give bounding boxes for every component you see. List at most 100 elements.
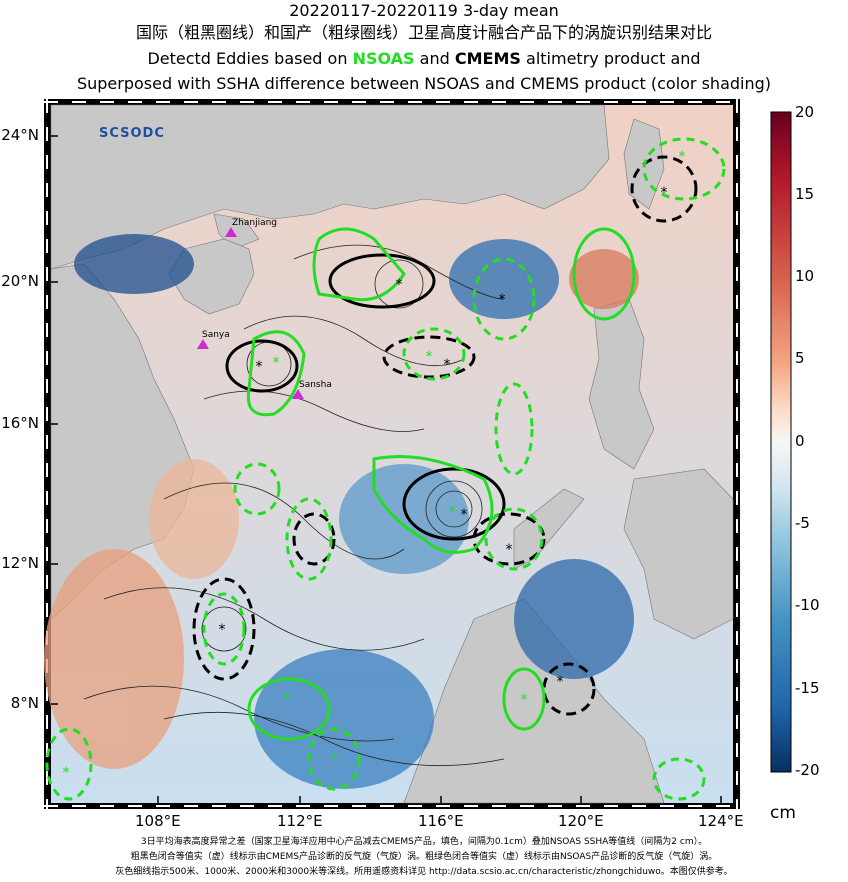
ssha-contour xyxy=(83,685,395,742)
title-and: and xyxy=(419,49,450,68)
lat-label: 8°N xyxy=(10,694,39,712)
cmems-anticyclone xyxy=(328,253,436,309)
ssha-contour xyxy=(243,315,465,367)
ssha-contour xyxy=(374,259,424,309)
title-prefix: Detectd Eddies based on xyxy=(147,49,348,68)
colorbar-tick: -15 xyxy=(795,679,820,697)
cmems-cyclone xyxy=(542,662,596,716)
cmems-cyclone xyxy=(292,512,336,566)
cmems-cyclone xyxy=(472,512,546,566)
eddy-center-marker: * xyxy=(499,292,506,308)
shade-south xyxy=(254,649,434,789)
ssha-contour xyxy=(203,390,425,432)
eddy-center-marker: * xyxy=(679,149,686,165)
nsoas-cyclone xyxy=(484,507,544,571)
eddy-center-marker: * xyxy=(449,504,456,520)
ssha-contour xyxy=(201,606,247,652)
colorbar-tick: 15 xyxy=(795,185,815,203)
land-philippines-south xyxy=(623,468,734,640)
nsoas-cyclone xyxy=(45,727,93,801)
lon-label: 108°E xyxy=(135,812,181,830)
place-marker-sanya xyxy=(197,339,209,349)
eddy-center-marker: * xyxy=(284,692,291,708)
ssha-contour xyxy=(163,482,405,560)
map-plot-area: * * * * * * * * * * * * * * * * * Zhanji… xyxy=(44,104,734,804)
nsoas-anticyclone xyxy=(312,227,406,302)
map-panel: * * * * * * * * * * * * * * * * * Zhanji… xyxy=(44,99,740,809)
cmems-cyclone xyxy=(382,335,476,379)
eddy-center-marker: * xyxy=(557,674,564,690)
colorbar-tick: 5 xyxy=(795,349,805,367)
lon-label: 124°E xyxy=(698,812,744,830)
ssha-contour xyxy=(435,490,473,528)
nsoas-cyclone xyxy=(642,137,726,201)
cmems-anticyclone xyxy=(225,339,299,393)
nsoas-cyclone xyxy=(233,462,281,516)
place-label-zhanjiang: Zhanjiang xyxy=(232,218,277,228)
cmems-cyclone xyxy=(192,577,256,681)
eddy-center-marker: * xyxy=(426,349,433,365)
colorbar-tick: 20 xyxy=(795,103,815,121)
cmems-anticyclone xyxy=(402,467,506,541)
title-line-4: Superposed with SSHA difference between … xyxy=(76,74,772,93)
colorbar-tick: 0 xyxy=(795,432,805,450)
nsoas-anticyclone xyxy=(502,667,546,731)
eddy-center-marker: * xyxy=(461,507,468,523)
nsoas-anticyclone xyxy=(372,455,494,554)
shade-coast xyxy=(149,459,239,579)
ssha-contour xyxy=(163,711,505,767)
shade-west xyxy=(44,549,184,769)
place-marker-zhanjiang xyxy=(225,227,237,237)
shade-tonkin xyxy=(74,234,194,294)
nsoas-cyclone xyxy=(202,592,246,666)
cmems-cyclone xyxy=(630,155,698,223)
lat-label: 12°N xyxy=(1,554,39,572)
eddy-center-marker: * xyxy=(273,355,280,371)
shade-luzon-strait xyxy=(569,249,639,309)
ssha-contour xyxy=(103,587,425,651)
eddy-center-marker: * xyxy=(521,692,528,708)
colorbar xyxy=(770,111,792,773)
colorbar-tick: -10 xyxy=(795,596,820,614)
nsoas-cyclone xyxy=(402,327,466,381)
shade-east xyxy=(449,239,559,319)
lon-label: 112°E xyxy=(277,812,323,830)
eddy-center-marker: * xyxy=(661,185,668,201)
nsoas-cyclone xyxy=(285,497,333,581)
land-palawan xyxy=(513,488,585,570)
place-marker-sansha xyxy=(292,389,304,399)
lat-label: 16°N xyxy=(1,414,39,432)
colorbar-unit: cm xyxy=(770,803,796,823)
title-line-3: Detectd Eddies based on NSOAS and CMEMS … xyxy=(0,49,848,69)
lat-label: 20°N xyxy=(1,272,39,290)
eddy-center-marker: * xyxy=(444,357,451,373)
title-cmems: CMEMS xyxy=(454,49,521,68)
colorbar-tick: 10 xyxy=(795,267,815,285)
nsoas-cyclone xyxy=(494,382,534,476)
eddy-center-marker: * xyxy=(256,359,263,375)
ssha-contour xyxy=(425,480,483,538)
lat-label: 24°N xyxy=(1,126,39,144)
nsoas-cyclone xyxy=(307,727,361,791)
nsoas-anticyclone xyxy=(572,227,636,321)
footer-note: 灰色细线指示500米、1000米、2000米和3000米等深线。所用遥感资料详见… xyxy=(115,867,733,877)
title-line-2: 国际（粗黑圈线）和国产（粗绿圈线）卫星高度计融合产品下的涡旋识别结果对比 xyxy=(135,23,712,42)
shade-sulu xyxy=(514,559,634,679)
scsodc-logo: SCSODC xyxy=(99,126,165,141)
colorbar-tick: -5 xyxy=(795,514,810,532)
title-line-1: 20220117-20220119 3-day mean xyxy=(289,1,559,20)
nsoas-cyclone xyxy=(472,257,536,341)
colorbar-tick: -20 xyxy=(795,761,820,779)
nsoas-cyclone xyxy=(652,757,706,801)
land-luzon xyxy=(588,298,655,470)
eddy-center-marker: * xyxy=(396,277,403,293)
footer-note: 粗黑色闭合等值实（虚）线标示由CMEMS产品诊断的反气旋（气旋）涡。粗绿色闭合等… xyxy=(130,852,718,862)
eddy-center-marker: * xyxy=(331,752,338,768)
lon-label: 116°E xyxy=(418,812,464,830)
nsoas-anticyclone xyxy=(246,330,306,417)
footer-note: 3日平均海表高度异常之差（国家卫星海洋应用中心产品减去CMEMS产品，填色，间隔… xyxy=(140,837,708,847)
lon-label: 120°E xyxy=(558,812,604,830)
title-nsoas: NSOAS xyxy=(352,49,415,68)
place-label-sansha: Sansha xyxy=(299,380,332,390)
nsoas-anticyclone xyxy=(247,677,331,741)
